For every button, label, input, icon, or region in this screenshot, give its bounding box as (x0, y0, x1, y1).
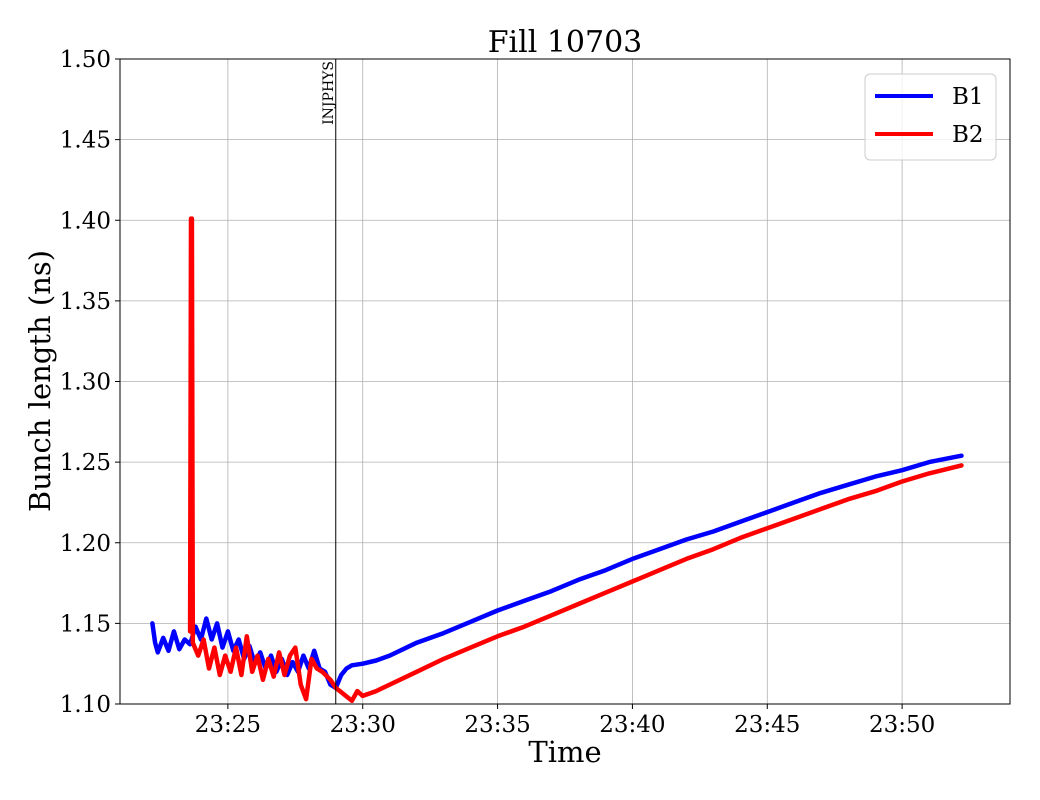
series-line-b2 (187, 216, 964, 704)
injphys-marker-label: INJPHYS (321, 61, 337, 125)
axis-ticks: 23:25 23:30 23:35 23:40 23:45 23:50 1.10 1.15 1.… (60, 47, 935, 738)
y-tick-label: 1.30 (60, 370, 111, 396)
annotations: INJPHYS (321, 59, 337, 704)
y-tick-label: 1.10 (60, 692, 111, 718)
y-tick-label: 1.45 (60, 128, 111, 154)
x-tick-label: 23:45 (734, 712, 800, 738)
y-tick-label: 1.25 (60, 450, 111, 476)
y-tick-label: 1.20 (60, 531, 111, 557)
x-tick-label: 23:25 (195, 712, 261, 738)
plot-frame (119, 58, 1011, 705)
x-tick-label: 23:35 (464, 712, 530, 738)
y-tick-label: 1.40 (60, 208, 111, 234)
y-tick-label: 1.15 (60, 611, 111, 637)
y-axis-label: Bunch length (ns) (23, 250, 57, 512)
x-axis-label: Time (528, 735, 601, 769)
x-tick-label: 23:40 (599, 712, 665, 738)
legend: B1 B2 (864, 73, 997, 161)
chart-title: Fill 10703 (488, 25, 643, 60)
y-tick-label: 1.35 (60, 289, 111, 315)
y-tick-label: 1.50 (60, 47, 111, 73)
series-lines (150, 216, 964, 704)
series-line-b1 (150, 453, 964, 691)
legend-label-b2: B2 (952, 122, 984, 148)
x-tick-label: 23:50 (869, 712, 935, 738)
legend-label-b1: B1 (952, 84, 984, 110)
x-tick-label: 23:30 (330, 712, 396, 738)
